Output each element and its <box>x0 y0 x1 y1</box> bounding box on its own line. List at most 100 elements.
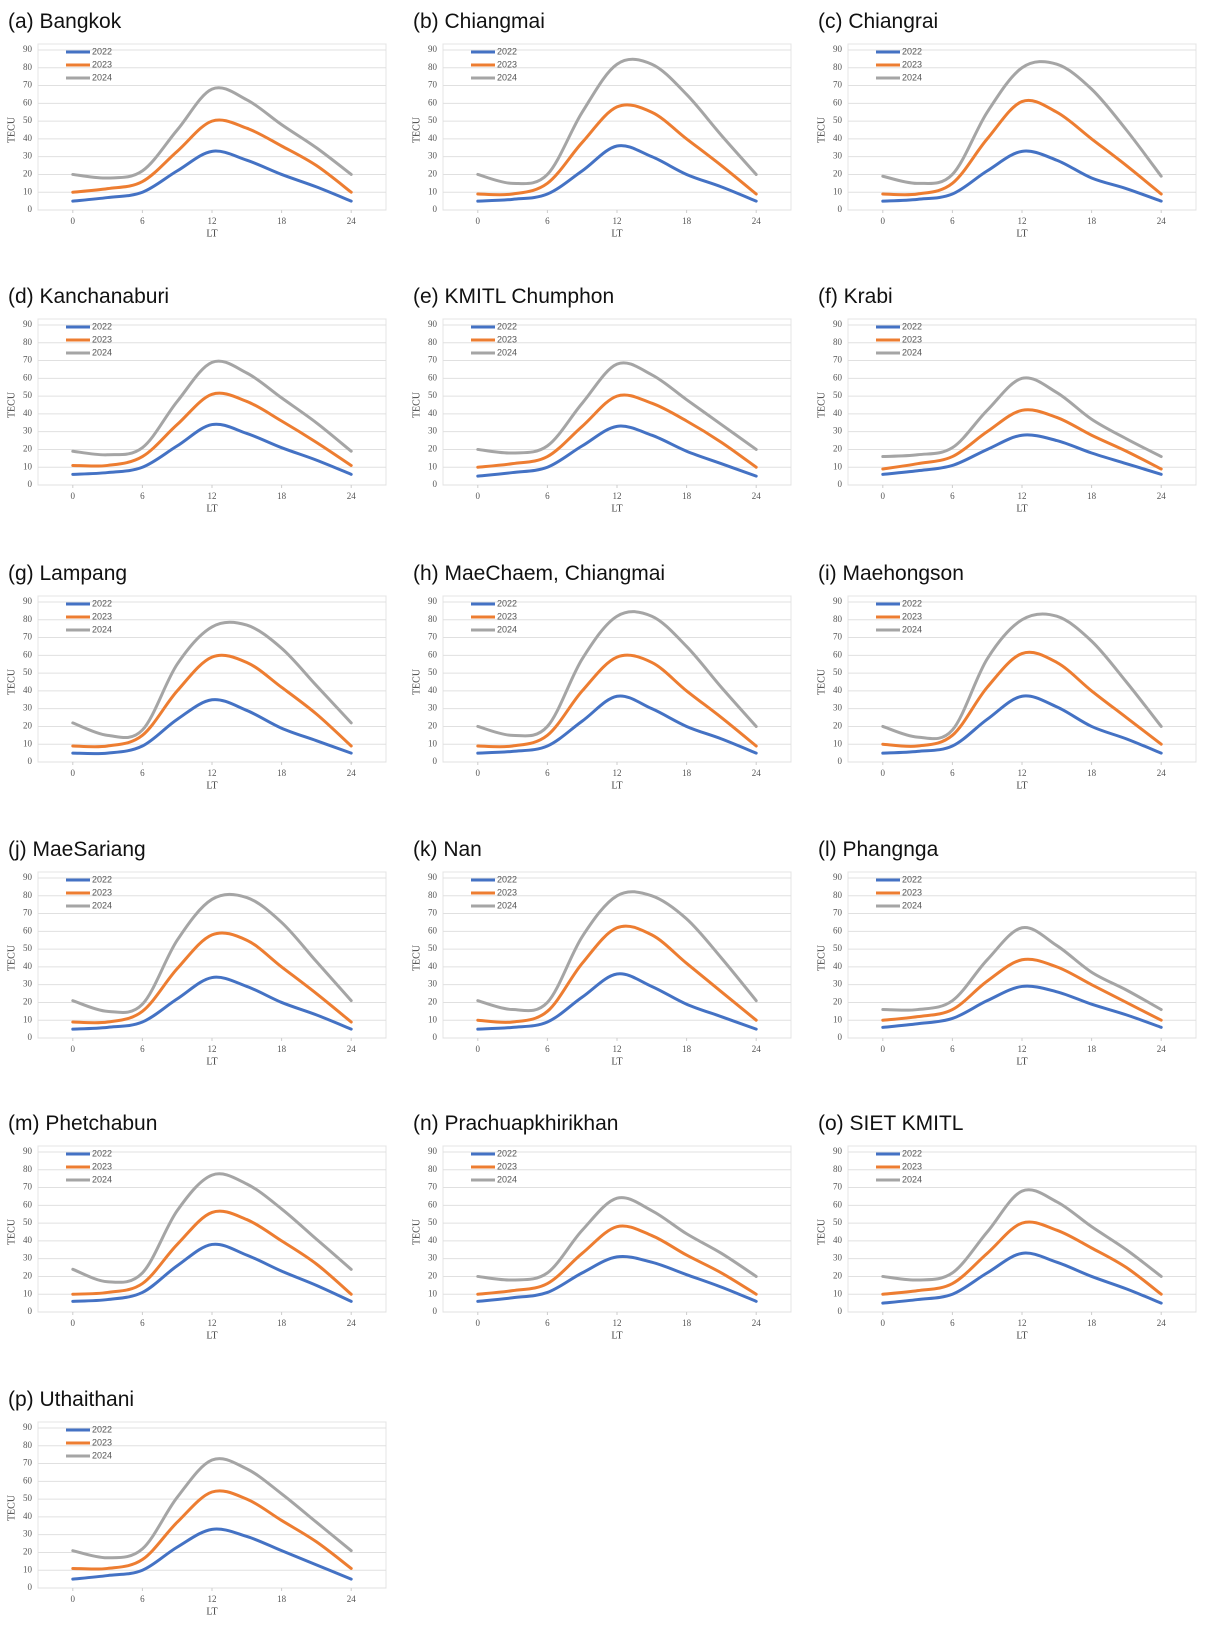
chart-panel: (d) Kanchanaburi 0 10 20 30 40 50 60 70 80 90 0 6 12 1… <box>6 285 387 514</box>
y-tick-label: 90 <box>23 596 33 606</box>
chart-panel: (p) Uthaithani 0 10 20 30 40 50 60 70 80 90 0 6 12 18 2… <box>6 1388 387 1617</box>
x-tick-label: 12 <box>613 1044 622 1054</box>
series-line <box>881 926 1163 1012</box>
y-axis-label: TECU <box>411 668 422 695</box>
legend-label: 2024 <box>92 1174 112 1184</box>
legend-label: 2022 <box>497 598 517 608</box>
y-tick-label: 30 <box>428 151 438 161</box>
chart-panel: (e) KMITL Chumphon 0 10 20 30 40 50 60 70 80 90 0 6 1… <box>411 285 792 514</box>
x-axis-label: LT <box>206 1606 217 1617</box>
y-tick-label: 0 <box>838 204 843 214</box>
y-tick-label: 20 <box>833 721 843 731</box>
legend-label: 2022 <box>92 46 112 56</box>
x-tick-label: 24 <box>752 1044 762 1054</box>
y-tick-label: 90 <box>428 1146 438 1156</box>
y-tick-label: 90 <box>833 44 843 54</box>
series-line <box>476 57 758 186</box>
y-tick-label: 10 <box>23 738 33 748</box>
legend-label: 2022 <box>497 46 517 56</box>
x-tick-label: 0 <box>881 1318 886 1328</box>
x-tick-label: 6 <box>950 1318 955 1328</box>
series-line <box>71 86 353 180</box>
y-axis-label: TECU <box>816 116 827 143</box>
y-tick-label: 60 <box>23 925 33 935</box>
series-line <box>71 1489 353 1571</box>
y-tick-label: 90 <box>833 1146 843 1156</box>
y-tick-label: 60 <box>833 97 843 107</box>
series-line <box>71 149 353 203</box>
x-tick-label: 0 <box>71 1044 76 1054</box>
y-tick-label: 70 <box>428 355 438 365</box>
x-tick-label: 18 <box>277 216 287 226</box>
x-axis-label: LT <box>206 1330 217 1341</box>
legend-label: 2023 <box>902 334 922 344</box>
y-tick-label: 80 <box>428 890 438 900</box>
y-tick-label: 50 <box>428 1217 438 1227</box>
series-line <box>476 361 758 455</box>
series-line <box>71 653 353 749</box>
x-tick-label: 18 <box>682 1044 692 1054</box>
x-tick-label: 6 <box>545 216 550 226</box>
y-tick-label: 80 <box>23 62 33 72</box>
legend-label: 2022 <box>92 874 112 884</box>
y-tick-label: 0 <box>28 1032 33 1042</box>
y-tick-label: 60 <box>23 372 33 382</box>
legend-label: 2024 <box>902 624 922 634</box>
series-line <box>881 408 1163 471</box>
chart-panel: (l) Phangnga 0 10 20 30 40 50 60 70 80 90 0 6 12 18 24 L… <box>816 838 1197 1067</box>
y-tick-label: 70 <box>23 80 33 90</box>
x-tick-label: 6 <box>545 1044 550 1054</box>
x-tick-label: 0 <box>71 216 76 226</box>
chart-title: (o) SIET KMITL <box>818 1112 963 1135</box>
y-tick-label: 50 <box>833 1217 843 1227</box>
y-tick-label: 0 <box>433 1032 438 1042</box>
x-tick-label: 0 <box>476 216 481 226</box>
y-axis-label: TECU <box>816 668 827 695</box>
y-tick-label: 80 <box>23 1164 33 1174</box>
x-tick-label: 0 <box>881 768 886 778</box>
series-line <box>881 650 1163 748</box>
y-tick-label: 30 <box>23 151 33 161</box>
y-tick-label: 50 <box>428 943 438 953</box>
y-tick-label: 70 <box>833 908 843 918</box>
legend-label: 2022 <box>497 1148 517 1158</box>
y-tick-label: 0 <box>838 756 843 766</box>
legend-label: 2024 <box>497 72 517 82</box>
y-tick-label: 10 <box>23 1014 33 1024</box>
x-tick-label: 6 <box>140 1594 145 1604</box>
y-tick-label: 40 <box>428 685 438 695</box>
y-tick-label: 30 <box>833 426 843 436</box>
y-tick-label: 80 <box>833 1164 843 1174</box>
y-tick-label: 20 <box>23 169 33 179</box>
y-tick-label: 20 <box>833 997 843 1007</box>
y-tick-label: 40 <box>23 408 33 418</box>
x-tick-label: 0 <box>71 768 76 778</box>
legend-label: 2023 <box>497 611 517 621</box>
series-line <box>881 433 1163 476</box>
chart-panel: (f) Krabi 0 10 20 30 40 50 60 70 80 90 0 6 12 18 24 LT TE… <box>816 285 1197 514</box>
x-tick-label: 12 <box>1018 216 1027 226</box>
y-tick-label: 30 <box>428 979 438 989</box>
y-tick-label: 40 <box>833 685 843 695</box>
y-axis-label: TECU <box>816 944 827 971</box>
x-tick-label: 12 <box>208 491 217 501</box>
x-tick-label: 18 <box>682 491 692 501</box>
y-tick-label: 30 <box>23 1529 33 1539</box>
series-line <box>476 924 758 1024</box>
x-tick-label: 18 <box>1087 491 1097 501</box>
legend-label: 2023 <box>902 611 922 621</box>
y-axis-label: TECU <box>411 1218 422 1245</box>
series-line <box>881 984 1163 1029</box>
y-tick-label: 10 <box>428 186 438 196</box>
series-line <box>71 892 353 1014</box>
x-tick-label: 24 <box>347 1594 357 1604</box>
x-axis-label: LT <box>1016 1330 1027 1341</box>
y-tick-label: 60 <box>833 1199 843 1209</box>
plot-frame <box>442 43 792 211</box>
y-tick-label: 50 <box>833 943 843 953</box>
series-line <box>881 957 1163 1022</box>
x-tick-label: 12 <box>208 1594 217 1604</box>
x-tick-label: 12 <box>208 1044 217 1054</box>
legend-label: 2023 <box>497 59 517 69</box>
y-tick-label: 30 <box>23 979 33 989</box>
